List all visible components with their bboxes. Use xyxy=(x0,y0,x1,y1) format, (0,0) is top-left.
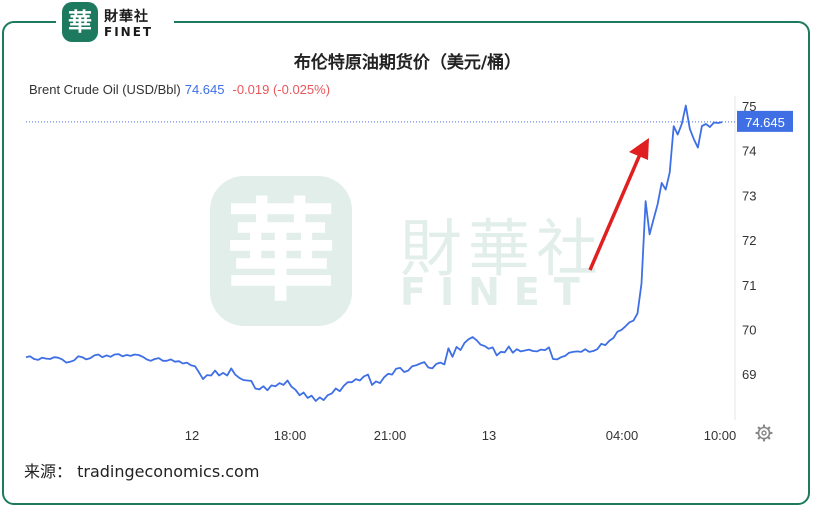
x-tick-label: 10:00 xyxy=(704,428,737,443)
watermark-char: 華 xyxy=(226,187,336,316)
chart-legend: Brent Crude Oil (USD/Bbl) 74.645 -0.019 (-… xyxy=(29,82,330,97)
y-tick-label: 70 xyxy=(742,323,756,338)
y-tick-label: 69 xyxy=(742,367,756,382)
logo-name-en: FINET xyxy=(104,25,154,39)
current-price-tag-label: 74.645 xyxy=(745,115,785,130)
finet-badge-icon: 華 xyxy=(62,2,98,42)
watermark-en: FINET xyxy=(400,270,594,314)
y-tick-label: 71 xyxy=(742,278,756,293)
x-tick-label: 21:00 xyxy=(374,428,407,443)
current-price-tag: 74.645 xyxy=(737,110,793,132)
arrow-shaft xyxy=(588,151,643,271)
x-tick-label: 12 xyxy=(185,428,199,443)
y-tick-label: 73 xyxy=(742,188,756,203)
arrow-head-icon xyxy=(629,138,649,160)
source-note: 来源： tradingeconomics.com xyxy=(24,462,260,481)
legend-change: -0.019 (-0.025%) xyxy=(232,82,331,97)
logo-name-cn: 財華社 xyxy=(104,9,149,25)
legend-price: 74.645 xyxy=(184,82,225,97)
watermark-cn: 財華社 xyxy=(400,212,604,285)
x-tick-label: 04:00 xyxy=(606,428,639,443)
y-tick-label: 75 xyxy=(742,99,756,114)
annotation-arrow xyxy=(588,138,649,271)
watermark-badge xyxy=(210,176,352,326)
current-price-tag-bg xyxy=(737,110,793,132)
chart-frame xyxy=(2,21,810,505)
series-line xyxy=(25,104,723,402)
x-tick-label: 18:00 xyxy=(274,428,307,443)
finet-logo: 華 財華社 FINET xyxy=(56,0,174,44)
chart-title: 布伦特原油期货价（美元/桶） xyxy=(293,53,522,73)
x-axis: 12 18:00 21:00 13 04:00 10:00 xyxy=(185,428,737,443)
y-axis: 69 70 71 72 73 74 75 xyxy=(742,99,756,382)
gear-icon[interactable] xyxy=(755,424,773,442)
y-tick-label: 74 xyxy=(742,144,756,159)
watermark: 華 財華社 FINET xyxy=(210,176,604,326)
y-tick-label: 72 xyxy=(742,233,756,248)
legend-series-name: Brent Crude Oil (USD/Bbl) xyxy=(29,82,181,97)
x-tick-label: 13 xyxy=(482,428,496,443)
